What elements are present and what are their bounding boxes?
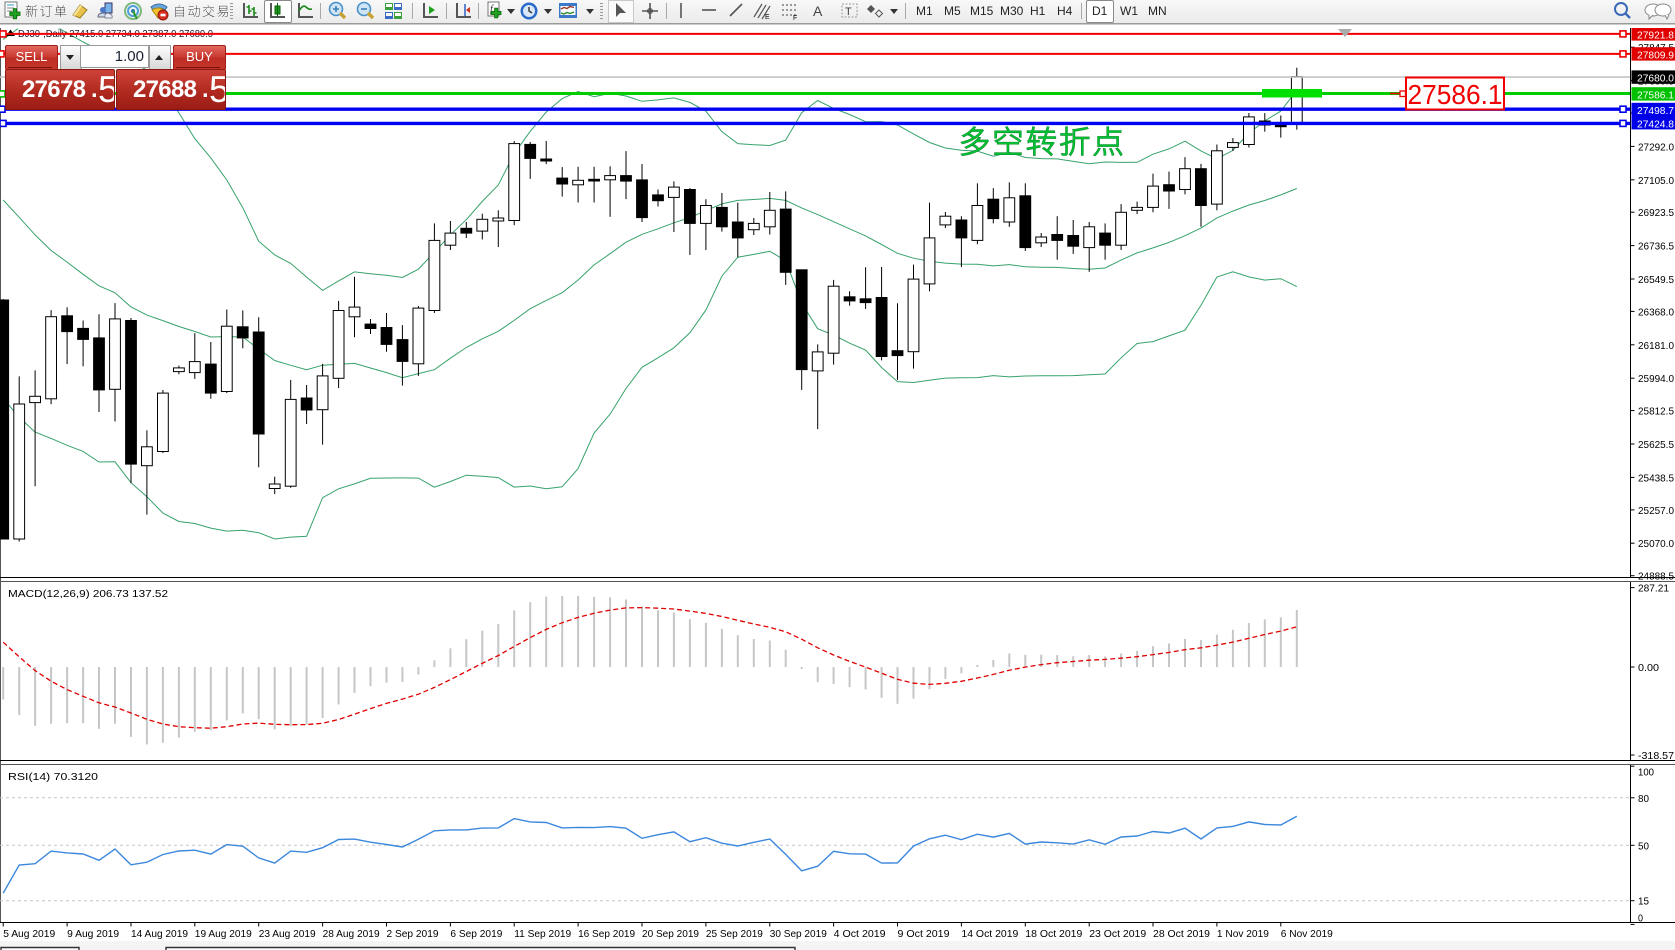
svg-text:27105.0: 27105.0	[1638, 175, 1674, 187]
svg-text:14 Aug 2019: 14 Aug 2019	[131, 928, 188, 940]
svg-text:9 Aug 2019: 9 Aug 2019	[67, 928, 119, 940]
svg-text:27498.7: 27498.7	[1637, 105, 1674, 117]
svg-text:27586.1: 27586.1	[1637, 90, 1674, 102]
svg-text:-318.57: -318.57	[1638, 750, 1674, 762]
svg-text:9 Oct 2019: 9 Oct 2019	[898, 928, 950, 940]
svg-text:16 Sep 2019: 16 Sep 2019	[578, 928, 635, 940]
svg-text:30 Sep 2019: 30 Sep 2019	[770, 928, 827, 940]
svg-text:MACD(12,26,9) 206.73 137.52: MACD(12,26,9) 206.73 137.52	[8, 588, 168, 600]
svg-text:25438.5: 25438.5	[1638, 472, 1674, 484]
svg-text:6 Sep 2019: 6 Sep 2019	[450, 928, 502, 940]
svg-text:1 Nov 2019: 1 Nov 2019	[1217, 928, 1269, 940]
svg-text:23 Oct 2019: 23 Oct 2019	[1089, 928, 1146, 940]
svg-text:80: 80	[1638, 793, 1649, 805]
svg-text:27424.8: 27424.8	[1637, 118, 1674, 130]
svg-text:20 Sep 2019: 20 Sep 2019	[642, 928, 699, 940]
svg-text:6 Nov 2019: 6 Nov 2019	[1281, 928, 1333, 940]
svg-text:50: 50	[1638, 840, 1649, 852]
svg-text:26923.5: 26923.5	[1638, 207, 1674, 219]
svg-text:27680.0: 27680.0	[1637, 73, 1674, 85]
svg-text:27921.8: 27921.8	[1637, 30, 1674, 42]
svg-text:f: f	[490, 4, 494, 15]
svg-text:0: 0	[1638, 913, 1643, 925]
svg-text:T: T	[845, 6, 852, 18]
svg-text:26549.5: 26549.5	[1638, 274, 1674, 286]
svg-text:A: A	[813, 3, 823, 19]
svg-text:15: 15	[1638, 896, 1649, 908]
svg-text:18 Oct 2019: 18 Oct 2019	[1025, 928, 1082, 940]
svg-text:28 Oct 2019: 28 Oct 2019	[1153, 928, 1210, 940]
svg-text:E: E	[765, 14, 770, 21]
svg-text:14 Oct 2019: 14 Oct 2019	[961, 928, 1018, 940]
svg-text:25994.0: 25994.0	[1638, 373, 1674, 385]
svg-text:23 Aug 2019: 23 Aug 2019	[259, 928, 316, 940]
svg-text:25812.5: 25812.5	[1638, 406, 1674, 418]
svg-text:26736.5: 26736.5	[1638, 241, 1674, 253]
svg-text:27809.9: 27809.9	[1637, 50, 1674, 62]
svg-text:25257.0: 25257.0	[1638, 505, 1674, 517]
svg-text:5 Aug 2019: 5 Aug 2019	[3, 928, 55, 940]
svg-text:27586.1: 27586.1	[1408, 79, 1503, 110]
svg-text:0.00: 0.00	[1638, 662, 1659, 674]
svg-text:25625.5: 25625.5	[1638, 439, 1674, 451]
svg-text:4 Oct 2019: 4 Oct 2019	[834, 928, 886, 940]
svg-text:26368.0: 26368.0	[1638, 306, 1674, 318]
svg-text:19 Aug 2019: 19 Aug 2019	[195, 928, 252, 940]
svg-text:25 Sep 2019: 25 Sep 2019	[706, 928, 763, 940]
svg-text:11 Sep 2019: 11 Sep 2019	[514, 928, 571, 940]
svg-text:26181.0: 26181.0	[1638, 340, 1674, 352]
svg-text:287.21: 287.21	[1638, 583, 1669, 595]
svg-text:27292.0: 27292.0	[1638, 141, 1674, 153]
svg-text:2 Sep 2019: 2 Sep 2019	[387, 928, 439, 940]
svg-text:25070.0: 25070.0	[1638, 538, 1674, 550]
svg-text:RSI(14) 70.3120: RSI(14) 70.3120	[8, 771, 98, 783]
svg-text:F: F	[793, 15, 797, 22]
svg-text:100: 100	[1638, 767, 1654, 779]
svg-text:28 Aug 2019: 28 Aug 2019	[323, 928, 380, 940]
svg-text:24888.5: 24888.5	[1638, 571, 1674, 583]
